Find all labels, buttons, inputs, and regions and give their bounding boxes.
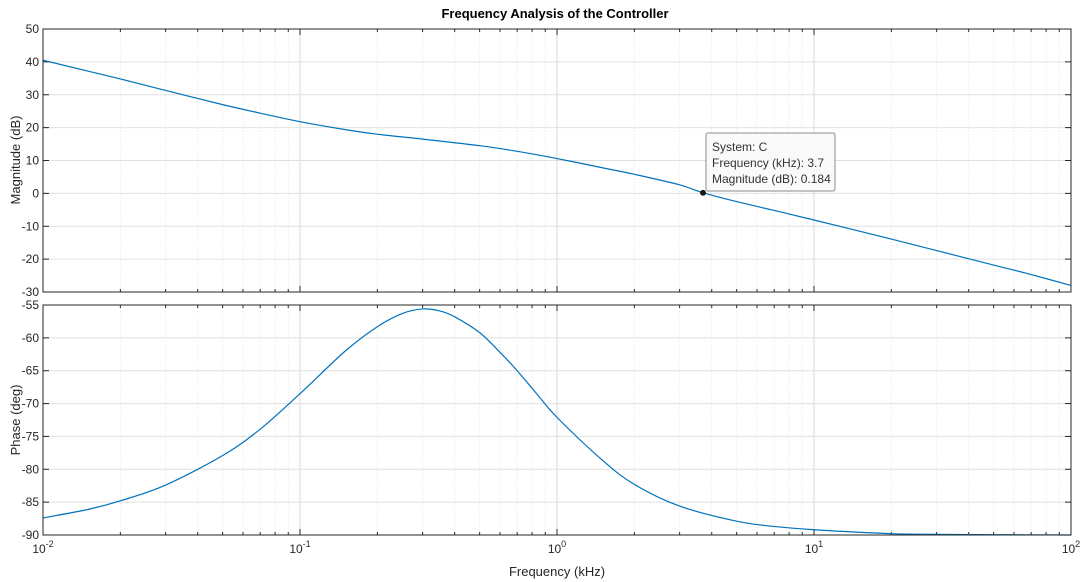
magnitude-series [42,59,1072,287]
y-tick-label: -60 [22,331,40,345]
datatip-magnitude: Magnitude (dB): 0.184 [712,172,831,186]
chart-title: Frequency Analysis of the Controller [441,6,668,21]
y-tick-label: -85 [22,495,40,509]
y-tick-label: 50 [26,22,40,36]
y-tick-label: -55 [22,298,40,312]
phase-line [42,308,1072,536]
magnitude-y-label: Magnitude (dB) [8,116,23,205]
y-tick-label: 30 [26,88,40,102]
phase-y-ticks: -55 -60 -65 -70 -75 -80 -85 -90 [22,298,40,542]
y-tick-label: 10 [26,154,40,168]
x-tick-label: 102 [1062,539,1080,556]
datatip-frequency: Frequency (kHz): 3.7 [712,156,824,170]
y-tick-label: -30 [22,285,40,299]
phase-axes-frame [42,304,1072,536]
y-tick-label: -70 [22,397,40,411]
y-tick-label: -20 [22,252,40,266]
y-tick-label: -10 [22,219,40,233]
y-tick-label: -75 [22,429,40,443]
y-tick-label: -65 [22,364,40,378]
magnitude-axes-frame [42,28,1072,293]
x-tick-label: 101 [805,539,823,556]
phase-panel: -55 -60 -65 -70 -75 -80 -85 -90 Phase (deg) [8,298,1072,542]
x-axis-label: Frequency (kHz) [509,564,605,579]
x-tick-label: 10-1 [289,539,310,556]
y-tick-label: -80 [22,462,40,476]
y-tick-label: 0 [32,186,39,200]
datatip-box [705,132,836,192]
datatip-system: System: C [712,140,768,154]
magnitude-y-ticks: 50 40 30 20 10 0 -10 -20 -30 [22,22,40,299]
x-tick-label: 10-2 [32,539,53,556]
y-tick-label: 40 [26,55,40,69]
x-tick-labels: 10-2 10-1 100 101 102 [32,539,1080,556]
y-tick-label: -90 [22,528,40,542]
x-tick-label: 100 [548,539,566,556]
magnitude-panel: 50 40 30 20 10 0 -10 -20 -30 Magnitude (dB) [8,22,1072,299]
datatip[interactable]: System: C Frequency (kHz): 3.7 Magnitude… [700,132,836,196]
datatip-marker[interactable] [700,189,706,196]
phase-series [42,308,1072,536]
phase-y-label: Phase (deg) [8,385,23,456]
magnitude-line [42,59,1072,287]
y-tick-label: 20 [26,121,40,135]
